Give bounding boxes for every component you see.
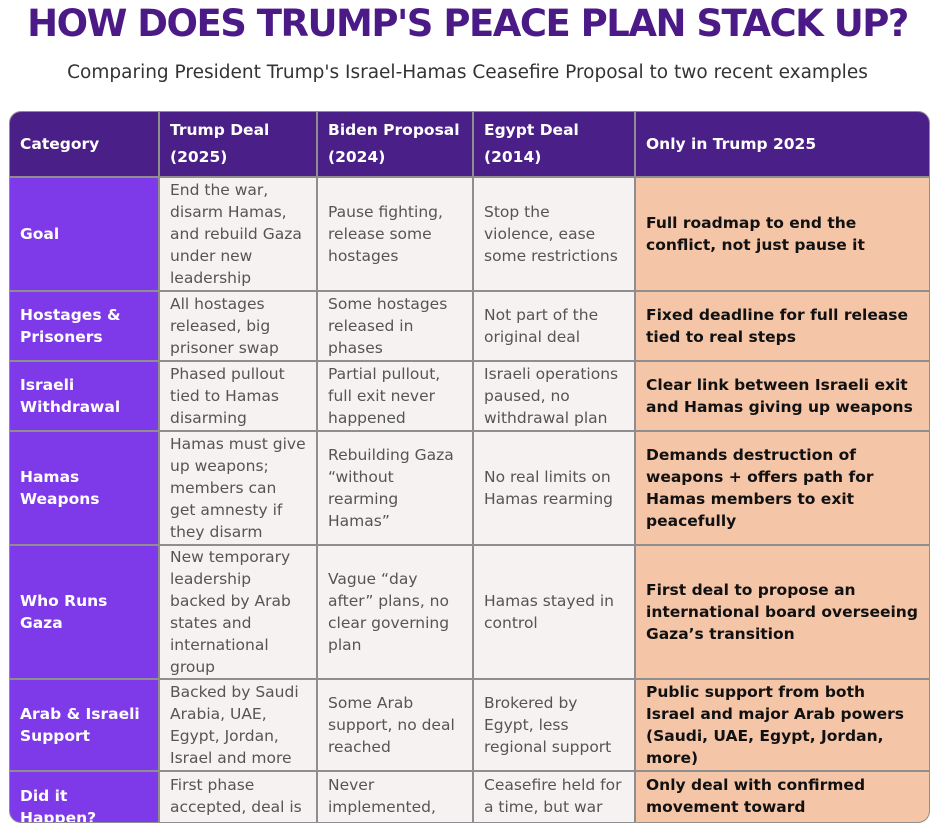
trump-cell: End the war, disarm Hamas, and rebuild G… (158, 176, 318, 292)
comparison-table-container: Category Trump Deal (2025) Biden Proposal… (9, 111, 930, 823)
table-header-row: Category Trump Deal (2025) Biden Proposal… (10, 112, 929, 178)
table-row: Israeli Withdrawal Phased pullout tied t… (10, 360, 929, 432)
table-row: Hostages & Prisoners All hostages releas… (10, 290, 929, 362)
category-cell: Hostages & Prisoners (10, 290, 160, 362)
egypt-cell: Hamas stayed in control (472, 544, 636, 680)
egypt-cell: Ceasefire held for a time, but war resum… (472, 770, 636, 822)
biden-cell: Partial pullout, full exit never happene… (316, 360, 474, 432)
table-row: Goal End the war, disarm Hamas, and rebu… (10, 176, 929, 292)
trump-cell: All hostages released, big prisoner swap (158, 290, 318, 362)
biden-cell: Never implemented, fighting resumed (316, 770, 474, 822)
egypt-cell: Israeli operations paused, no withdrawal… (472, 360, 636, 432)
only-trump-cell: Full roadmap to end the conflict, not ju… (634, 176, 929, 292)
category-cell: Arab & Israeli Support (10, 678, 160, 772)
table-row: Who Runs Gaza New temporary leadership b… (10, 544, 929, 680)
table-row: Arab & Israeli Support Backed by Saudi A… (10, 678, 929, 772)
trump-cell: New temporary leadership backed by Arab … (158, 544, 318, 680)
header-trump-deal: Trump Deal (2025) (158, 112, 318, 178)
biden-cell: Some hostages released in phases (316, 290, 474, 362)
only-trump-cell: First deal to propose an international b… (634, 544, 929, 680)
page-subtitle: Comparing President Trump's Israel-Hamas… (67, 62, 868, 83)
biden-cell: Rebuilding Gaza “without rearming Hamas” (316, 430, 474, 546)
egypt-cell: Brokered by Egypt, less regional support (472, 678, 636, 772)
trump-cell: Hamas must give up weapons; members can … (158, 430, 318, 546)
only-trump-cell: Fixed deadline for full release tied to … (634, 290, 929, 362)
header-category: Category (10, 112, 160, 178)
trump-cell: Backed by Saudi Arabia, UAE, Egypt, Jord… (158, 678, 318, 772)
header-egypt-deal: Egypt Deal (2014) (472, 112, 636, 178)
category-cell: Hamas Weapons (10, 430, 160, 546)
only-trump-cell: Public support from both Israel and majo… (634, 678, 929, 772)
table-row: Hamas Weapons Hamas must give up weapons… (10, 430, 929, 546)
trump-cell: First phase accepted, deal is moving (158, 770, 318, 822)
header-biden-proposal: Biden Proposal (2024) (316, 112, 474, 178)
category-cell: Who Runs Gaza (10, 544, 160, 680)
table-row: Did it Happen? First phase accepted, dea… (10, 770, 929, 822)
page-title: HOW DOES TRUMP'S PEACE PLAN STACK UP? (27, 2, 909, 45)
only-trump-cell: Demands destruction of weapons + offers … (634, 430, 929, 546)
comparison-table: Category Trump Deal (2025) Biden Proposal… (10, 112, 929, 822)
egypt-cell: Not part of the original deal (472, 290, 636, 362)
category-cell: Did it Happen? (10, 770, 160, 822)
biden-cell: Some Arab support, no deal reached (316, 678, 474, 772)
egypt-cell: No real limits on Hamas rearming (472, 430, 636, 546)
trump-cell: Phased pullout tied to Hamas disarming (158, 360, 318, 432)
category-cell: Goal (10, 176, 160, 292)
only-trump-cell: Only deal with confirmed movement toward… (634, 770, 929, 822)
biden-cell: Vague “day after” plans, no clear govern… (316, 544, 474, 680)
header-only-in-trump: Only in Trump 2025 (634, 112, 929, 178)
only-trump-cell: Clear link between Israeli exit and Hama… (634, 360, 929, 432)
biden-cell: Pause fighting, release some hostages (316, 176, 474, 292)
egypt-cell: Stop the violence, ease some restriction… (472, 176, 636, 292)
category-cell: Israeli Withdrawal (10, 360, 160, 432)
